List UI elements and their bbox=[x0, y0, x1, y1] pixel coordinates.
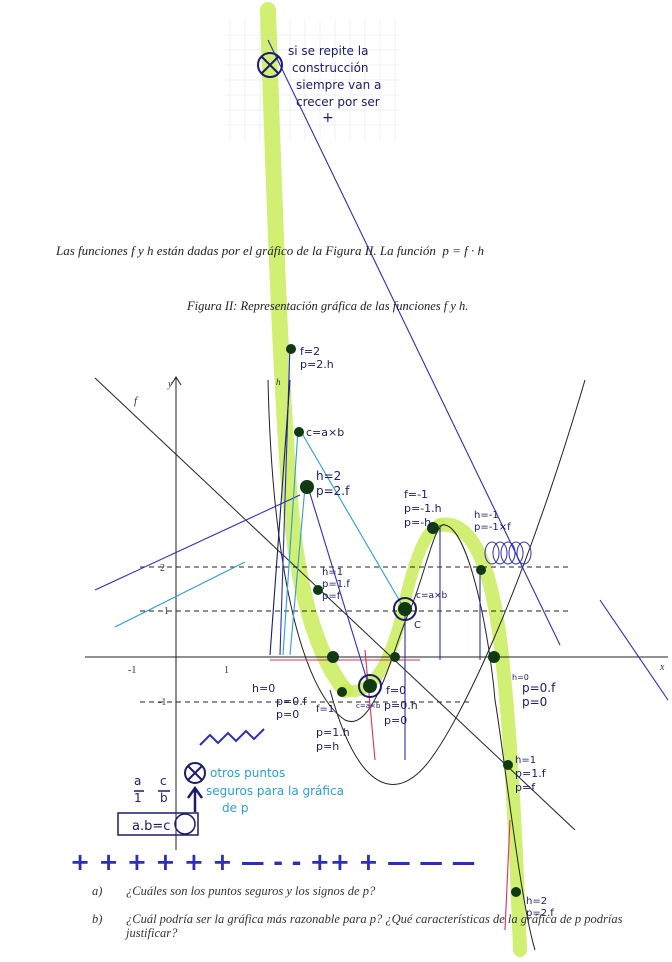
blue-scribble bbox=[199, 728, 265, 746]
x-tick-1: 1 bbox=[224, 665, 229, 676]
question-a-text: ¿Cuáles son los puntos seguros y los sig… bbox=[126, 884, 376, 898]
ann-fm1-c: p=-h bbox=[404, 516, 431, 529]
ann-hm1-b: p=-1×f bbox=[474, 522, 511, 533]
ann-fm1-a: f=-1 bbox=[404, 488, 428, 501]
ann-other-points-2: seguros para la gráfica bbox=[206, 784, 344, 798]
ann-h0r-a: h=0 bbox=[512, 673, 529, 682]
function-f-line bbox=[94, 377, 576, 831]
figure-caption: Figura II: Representación gráfica de las… bbox=[187, 299, 469, 313]
scribble-loops bbox=[484, 541, 532, 565]
coordinate-axes bbox=[85, 376, 668, 850]
intro-formula: p = f · h bbox=[442, 243, 485, 258]
question-b-text: ¿Cuál podría ser la gráfica más razonabl… bbox=[126, 912, 623, 940]
y-axis-label: y bbox=[167, 379, 173, 390]
ann-fm1-b: p=-1.h bbox=[404, 502, 442, 515]
ann-h0-b: p=0.f bbox=[276, 695, 308, 708]
top-note-line-2: construcción bbox=[292, 61, 369, 75]
ann-h0r-c: p=0 bbox=[522, 695, 547, 709]
ann-h2l-a: h=2 bbox=[526, 896, 547, 907]
ann-h0r-b: p=0.f bbox=[522, 681, 556, 695]
x-tick-neg1: -1 bbox=[128, 665, 136, 676]
arrow-up bbox=[186, 785, 204, 812]
ann-f2-a: f=2 bbox=[300, 345, 320, 358]
ann-f2-b: p=2.h bbox=[300, 358, 334, 371]
ann-h2-a: h=2 bbox=[316, 469, 341, 483]
question-b: b) ¿Cuál podría ser la gráfica más razona… bbox=[92, 912, 662, 940]
top-note-line-5: + bbox=[322, 110, 334, 126]
c-circle bbox=[174, 813, 196, 835]
intro-sentence: Las funciones f y h están dadas por el g… bbox=[56, 243, 484, 259]
question-a: a) ¿Cuáles son los puntos seguros y los s… bbox=[92, 884, 652, 899]
ann-f1-a: f=1 bbox=[316, 704, 334, 715]
sign-chart: + + + + + + — - - ++ + — — — bbox=[70, 848, 476, 876]
abc-box bbox=[117, 812, 199, 836]
question-a-label: a) bbox=[92, 884, 103, 898]
ann-h1l-a: h=1 bbox=[515, 755, 536, 766]
ann-h2l-b: p=2.f bbox=[526, 908, 554, 919]
ann-box: a.b=c bbox=[132, 819, 170, 834]
y-tick-2: 2 bbox=[160, 563, 165, 574]
ann-h1l-c: p=f bbox=[515, 781, 536, 794]
ann-h0-c: p=0 bbox=[276, 708, 299, 721]
ann-c: C bbox=[414, 620, 421, 631]
ann-c-axb: c=a×b bbox=[306, 426, 344, 439]
curve-h-label: h bbox=[276, 377, 281, 387]
ann-h1l-b: p=1.f bbox=[515, 767, 547, 780]
circled-x-marks bbox=[184, 52, 417, 784]
curve-f-label: f bbox=[134, 395, 139, 407]
ann-ratio-a: a bbox=[134, 774, 141, 788]
ann-h1-c: p=f bbox=[322, 591, 341, 602]
ann-h2-b: p=2.f bbox=[316, 484, 350, 498]
ann-f1-b: p=1.h bbox=[316, 726, 350, 739]
top-note-line-1: si se repite la bbox=[288, 44, 368, 58]
ann-f0-b: p=0.h bbox=[384, 699, 418, 712]
grid-paper bbox=[225, 20, 400, 140]
construction-lines bbox=[94, 39, 669, 931]
ann-hm1-a: h=-1 bbox=[474, 510, 499, 521]
ann-ratio-c: c bbox=[160, 774, 167, 788]
x-axis-label: x bbox=[659, 662, 665, 673]
top-note-line-4: crecer por ser bbox=[296, 95, 380, 109]
y-tick-neg1: -1 bbox=[158, 697, 166, 708]
ann-h1-b: p=1.f bbox=[322, 579, 350, 590]
ann-other-points-3: de p bbox=[222, 801, 248, 815]
ann-ratio-b: b bbox=[160, 791, 168, 805]
key-points bbox=[286, 344, 521, 897]
y-tick-1: 1 bbox=[164, 606, 169, 617]
ann-other-points-1: otros puntos bbox=[210, 766, 285, 780]
ann-ratio-1: 1 bbox=[134, 791, 142, 805]
ann-h0-a: h=0 bbox=[252, 682, 275, 695]
highlight-strokes bbox=[260, 2, 527, 957]
ann-c-abc: c=a×b bbox=[356, 702, 381, 710]
function-h-curve bbox=[267, 379, 586, 951]
ann-f0-a: f=0 bbox=[386, 684, 406, 697]
ann-f1-c: p=h bbox=[316, 740, 339, 753]
ann-h1-a: h=1 bbox=[322, 567, 343, 578]
ann-c-axb-2: c=a×b bbox=[416, 591, 448, 601]
ann-f0-c: p=0 bbox=[384, 714, 407, 727]
intro-text: Las funciones f y h están dadas por el g… bbox=[56, 243, 436, 258]
question-b-label: b) bbox=[92, 912, 103, 926]
top-note-line-3: siempre van a bbox=[296, 78, 381, 92]
